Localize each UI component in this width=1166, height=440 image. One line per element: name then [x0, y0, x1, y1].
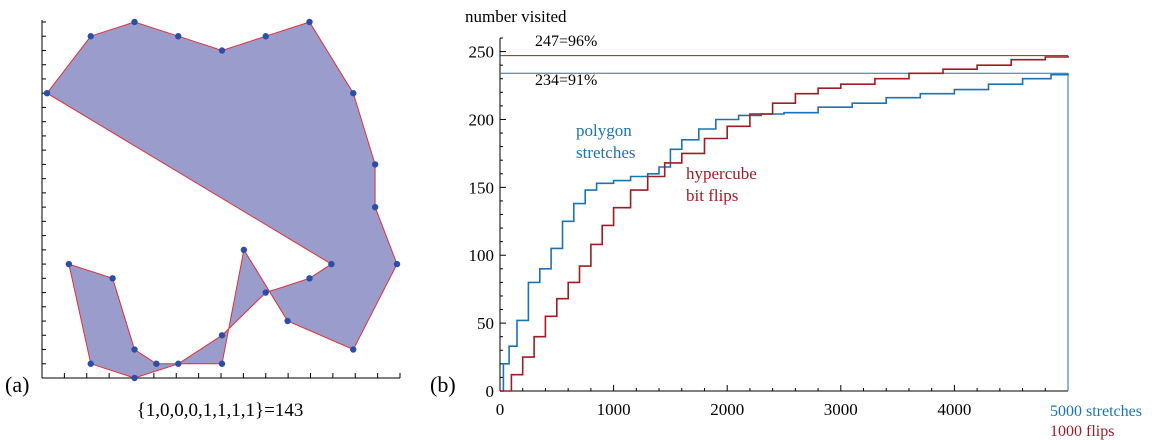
x-tick-label: 2000	[710, 400, 744, 419]
y-axis-label: number visited	[465, 7, 567, 26]
series-polygon-stretches	[500, 73, 1069, 392]
polygon-vertex	[262, 289, 269, 296]
y-tick-label: 0	[486, 382, 495, 401]
y-tick-label: 250	[469, 43, 495, 62]
polygon-vertices	[43, 18, 401, 382]
x-tick-label: 3000	[824, 400, 858, 419]
polygon-vertex	[350, 346, 357, 353]
polygon-vertex	[131, 18, 138, 26]
polygon-vertex	[87, 360, 94, 367]
polygon-vertex	[218, 47, 226, 54]
series-hypercube-bit-flips	[500, 55, 1069, 392]
polygon-vertex	[306, 18, 313, 26]
panel-b-ticks: 0 50 100 150 200 250 0 1000 2000 3000 4000	[469, 37, 1046, 419]
y-tick-label: 100	[469, 246, 495, 265]
hypercube-annotation-line2: bit flips	[686, 186, 738, 205]
y-tick-label: 50	[477, 314, 494, 333]
panel-b: (b) number visited 0 50 100 150 200 250 0 1000 2…	[430, 7, 1142, 440]
polygon-vertex	[153, 360, 160, 367]
polygon-annotation-line2: stretches	[576, 143, 635, 162]
polygon-vertex	[87, 33, 94, 40]
x-tick-label: 0	[496, 400, 505, 419]
series-group	[500, 55, 1069, 392]
x-tick-label: 1000	[597, 400, 631, 419]
polygon-vertex	[175, 33, 182, 40]
polygon-vertex	[43, 90, 51, 97]
x-tick-label: 4000	[937, 400, 971, 419]
polygon-vertex	[65, 260, 73, 268]
polygon-vertex	[175, 360, 182, 367]
polygon-vertex	[284, 317, 291, 325]
polygon-vertex	[131, 346, 138, 353]
ref-line-247-label: 247=96%	[535, 33, 597, 50]
panel-b-label: (b)	[430, 372, 456, 397]
polygon-vertex	[240, 246, 248, 254]
x-end-label-flips: 1000 flips	[1050, 423, 1114, 440]
y-tick-label: 200	[469, 110, 495, 129]
panel-a-label: (a)	[5, 372, 29, 397]
y-tick-label: 150	[469, 178, 495, 197]
polygon-vertex	[218, 360, 226, 367]
polygon-vertex	[393, 260, 401, 268]
polygon-vertex	[371, 203, 379, 211]
polygon-vertex	[328, 260, 335, 268]
panel-b-frame	[499, 38, 1069, 392]
ref-line-234-label: 234=91%	[535, 72, 597, 89]
x-end-label-stretches: 5000 stretches	[1050, 403, 1142, 420]
polygon-vertex	[371, 161, 379, 168]
polygon-annotation-line1: polygon	[576, 121, 632, 140]
polygon-vertex	[262, 33, 269, 40]
polygon-vertex	[109, 275, 116, 282]
polygon-vertex	[131, 374, 138, 382]
polygon-vertex	[350, 90, 357, 97]
panel-a-caption: {1,0,0,0,1,1,1,1}=143	[137, 400, 304, 421]
reference-lines	[500, 55, 1068, 74]
polygon-vertex	[218, 332, 226, 339]
polygon-shape	[46, 21, 398, 379]
polygon-vertex	[306, 275, 313, 282]
hypercube-annotation-line1: hypercube	[686, 164, 757, 183]
panel-a: (a) {1,0,0,0,1,1,1,1}=143	[5, 18, 401, 421]
